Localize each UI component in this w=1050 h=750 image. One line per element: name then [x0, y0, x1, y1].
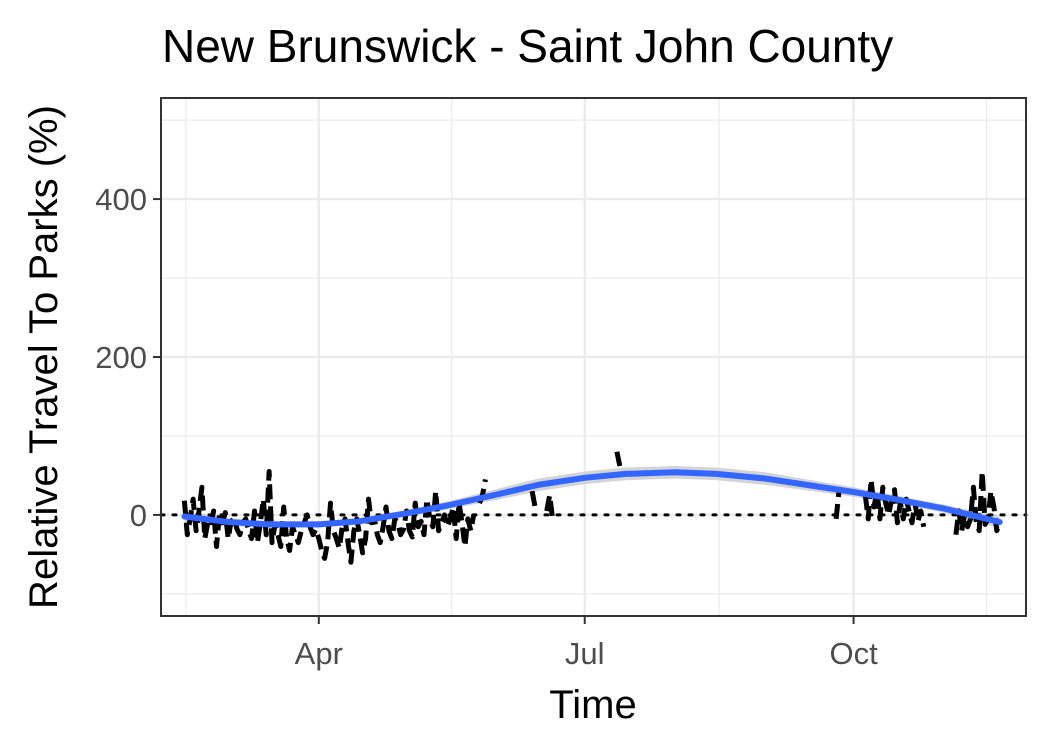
- y-axis-title: Relative Travel To Parks (%): [22, 105, 66, 609]
- series-line: [953, 469, 1003, 536]
- x-tick-label: Jul: [565, 636, 605, 671]
- smooth-trend: [181, 469, 1003, 528]
- y-tick-label: 0: [130, 498, 147, 533]
- chart-title: New Brunswick - Saint John County: [162, 20, 893, 72]
- grid-lines: [161, 98, 1026, 616]
- series-line: [862, 476, 927, 528]
- y-tick-label: 200: [95, 340, 147, 375]
- x-tick-label: Apr: [295, 636, 343, 671]
- series-line: [529, 490, 538, 508]
- x-axis: Apr Jul Oct: [295, 616, 878, 671]
- series-line: [614, 451, 623, 467]
- x-axis-title: Time: [549, 683, 636, 727]
- y-tick-label: 400: [95, 182, 147, 217]
- smooth-line: [181, 469, 1003, 528]
- series-line: [544, 492, 556, 520]
- x-tick-label: Oct: [829, 636, 878, 671]
- y-axis: 0 200 400: [95, 182, 161, 533]
- series-line: [833, 490, 842, 520]
